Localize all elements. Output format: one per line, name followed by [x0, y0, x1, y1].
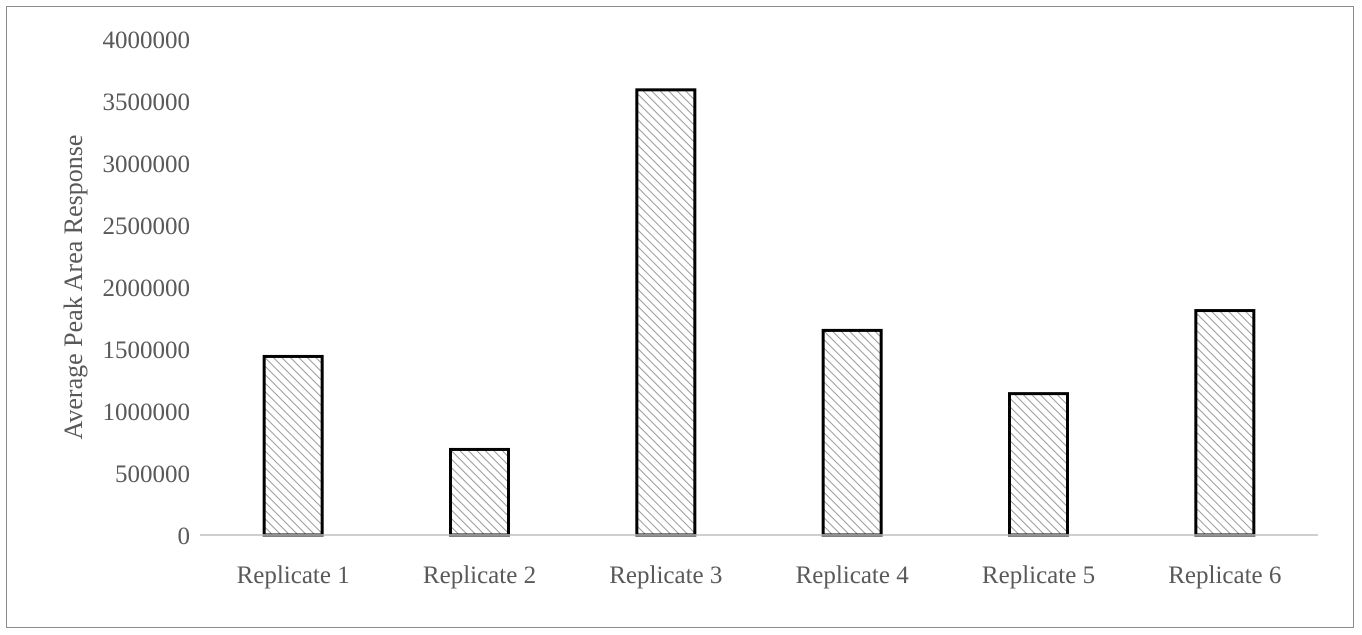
y-tick-label: 1500000	[103, 337, 191, 364]
y-tick-label: 3500000	[103, 89, 191, 116]
bars	[262, 88, 1256, 537]
bar-replicate-1	[262, 354, 324, 537]
bar-replicate-2	[449, 447, 510, 537]
x-tick-label: Replicate 3	[609, 562, 722, 589]
y-tick-label: 4000000	[103, 27, 191, 54]
x-tick-label: Replicate 4	[796, 562, 910, 589]
bar-replicate-6	[1194, 309, 1256, 537]
y-axis-title: Average Peak Area Response	[59, 135, 88, 440]
x-tick-label: Replicate 5	[982, 562, 1095, 589]
y-tick-label: 2500000	[103, 213, 191, 240]
bar-replicate-4	[821, 328, 883, 537]
x-tick-label: Replicate 6	[1168, 562, 1281, 589]
x-tick-label: Replicate 1	[237, 562, 350, 589]
y-axis-title-group: Average Peak Area Response	[59, 135, 88, 440]
y-tick-label: 500000	[115, 461, 190, 488]
x-axis-ticks: Replicate 1 Replicate 2 Replicate 3 Replica…	[237, 562, 1282, 589]
y-tick-label: 2000000	[103, 275, 191, 302]
bar-replicate-5	[1008, 392, 1069, 537]
x-tick-label: Replicate 2	[423, 562, 536, 589]
y-tick-label: 0	[178, 523, 191, 550]
y-tick-label: 1000000	[103, 399, 191, 426]
y-axis-ticks: 0 500000 1000000 1500000 2000000 2500000 30000…	[103, 27, 191, 550]
y-tick-label: 3000000	[103, 151, 191, 178]
bar-replicate-3	[635, 88, 697, 537]
